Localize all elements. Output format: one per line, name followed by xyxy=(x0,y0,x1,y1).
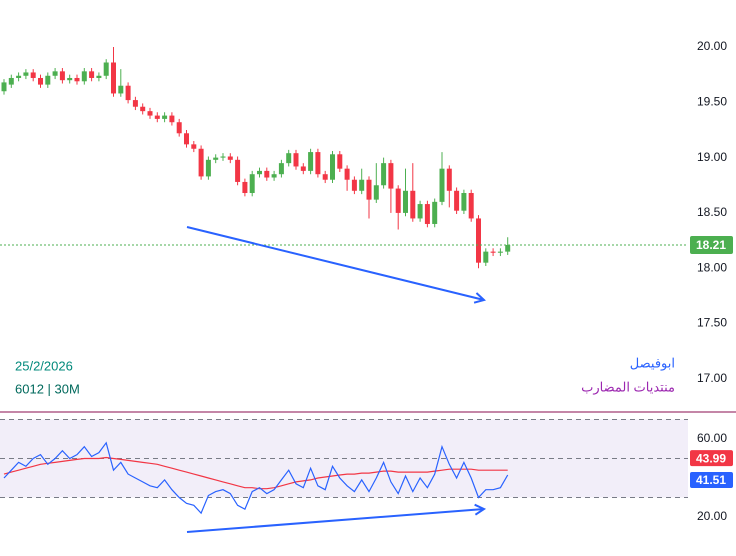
y-tick-label: 60.00 xyxy=(697,431,727,445)
candle-body xyxy=(351,179,357,191)
price-label: 18.21 xyxy=(696,238,726,252)
watermark-name: ابوفيصل xyxy=(630,355,675,371)
candle-body xyxy=(461,193,467,211)
value-label: 43.99 xyxy=(696,451,726,465)
candle-body xyxy=(74,77,80,82)
candle-body xyxy=(330,154,335,180)
candle-body xyxy=(81,71,87,82)
candle-body xyxy=(59,71,65,81)
symbol-info: 6012 | 30M xyxy=(15,381,80,396)
date-label: 25/2/2026 xyxy=(15,358,73,373)
candle-body xyxy=(315,152,321,175)
candle-body xyxy=(403,190,408,213)
candle-body xyxy=(322,174,328,180)
candle-body xyxy=(300,166,306,171)
y-tick-label: 17.50 xyxy=(697,316,727,330)
candle-body xyxy=(23,72,29,76)
candle-body xyxy=(111,62,116,94)
candle-body xyxy=(16,75,22,78)
y-tick-label: 18.00 xyxy=(697,260,727,274)
candle-body xyxy=(278,163,284,175)
candle-body xyxy=(483,251,489,263)
candle-body xyxy=(38,77,43,85)
candle-body xyxy=(205,159,211,177)
candle-body xyxy=(235,159,241,182)
candle-body xyxy=(446,168,452,191)
candle-body xyxy=(249,174,255,194)
candle-body xyxy=(497,251,503,253)
y-tick-label: 19.50 xyxy=(697,94,727,108)
candle-body xyxy=(191,144,197,149)
candle-body xyxy=(198,148,204,177)
candle-body xyxy=(424,204,430,224)
candle-body xyxy=(213,157,219,160)
candle-body xyxy=(1,82,7,92)
candle-body xyxy=(162,115,168,119)
candle-body xyxy=(169,115,175,123)
candle-body xyxy=(242,181,248,194)
candle-body xyxy=(227,156,233,160)
candle-body xyxy=(52,71,58,76)
candle-body xyxy=(308,152,314,171)
value-label-box xyxy=(690,450,733,467)
price-label-box xyxy=(690,235,733,254)
candle-body xyxy=(432,201,438,224)
candle-body xyxy=(184,133,189,145)
candle-body xyxy=(103,62,109,76)
candle-body xyxy=(344,168,350,180)
y-tick-label: 20.00 xyxy=(697,39,727,53)
value-label: 41.51 xyxy=(696,473,726,487)
candle-body xyxy=(395,188,401,213)
candle-body xyxy=(410,190,416,219)
rsi-line xyxy=(3,456,508,490)
y-tick-label: 19.00 xyxy=(697,150,727,164)
candle-body xyxy=(220,156,226,158)
candle-body xyxy=(439,168,445,202)
trend-arrow xyxy=(186,226,484,300)
candle-body xyxy=(140,106,146,112)
candle-body xyxy=(132,100,138,107)
candle-body xyxy=(257,170,262,175)
candle-body xyxy=(505,244,511,252)
y-tick-label: 17.00 xyxy=(697,371,727,385)
candle-body xyxy=(30,72,36,78)
candle-body xyxy=(293,153,299,167)
candle-body xyxy=(490,251,496,253)
candle-body xyxy=(476,218,481,263)
rsi-line xyxy=(3,441,509,515)
candle-body xyxy=(154,115,160,119)
candle-body xyxy=(373,185,379,200)
candle-body xyxy=(147,111,153,116)
candle-body xyxy=(286,153,292,164)
candle-body xyxy=(8,77,14,85)
candle-body xyxy=(67,77,73,81)
candle-body xyxy=(337,154,343,169)
trend-arrow xyxy=(186,509,484,533)
candle-body xyxy=(388,163,394,189)
candle-body xyxy=(271,174,277,178)
candle-body xyxy=(45,75,51,85)
candle-body xyxy=(454,190,460,211)
candle-body xyxy=(125,85,131,101)
candle-body xyxy=(176,122,182,134)
watermark-forum: منتديات المضارب xyxy=(581,379,675,395)
y-tick-label: 18.50 xyxy=(697,205,727,219)
candle-body xyxy=(468,193,474,219)
candle-body xyxy=(89,71,95,78)
value-label-box xyxy=(690,472,733,489)
y-tick-label: 20.00 xyxy=(697,509,727,523)
candle-body xyxy=(96,75,102,78)
candle-body xyxy=(359,179,365,191)
candle-body xyxy=(366,179,372,200)
plot-layer: 17.00 17.50 18.00 18.50 19.00 19.50 20.00 18.21… xyxy=(0,39,733,523)
candle-body xyxy=(118,85,124,94)
candle-body xyxy=(381,163,387,186)
candle-body xyxy=(264,170,270,178)
candle-body xyxy=(417,204,423,219)
